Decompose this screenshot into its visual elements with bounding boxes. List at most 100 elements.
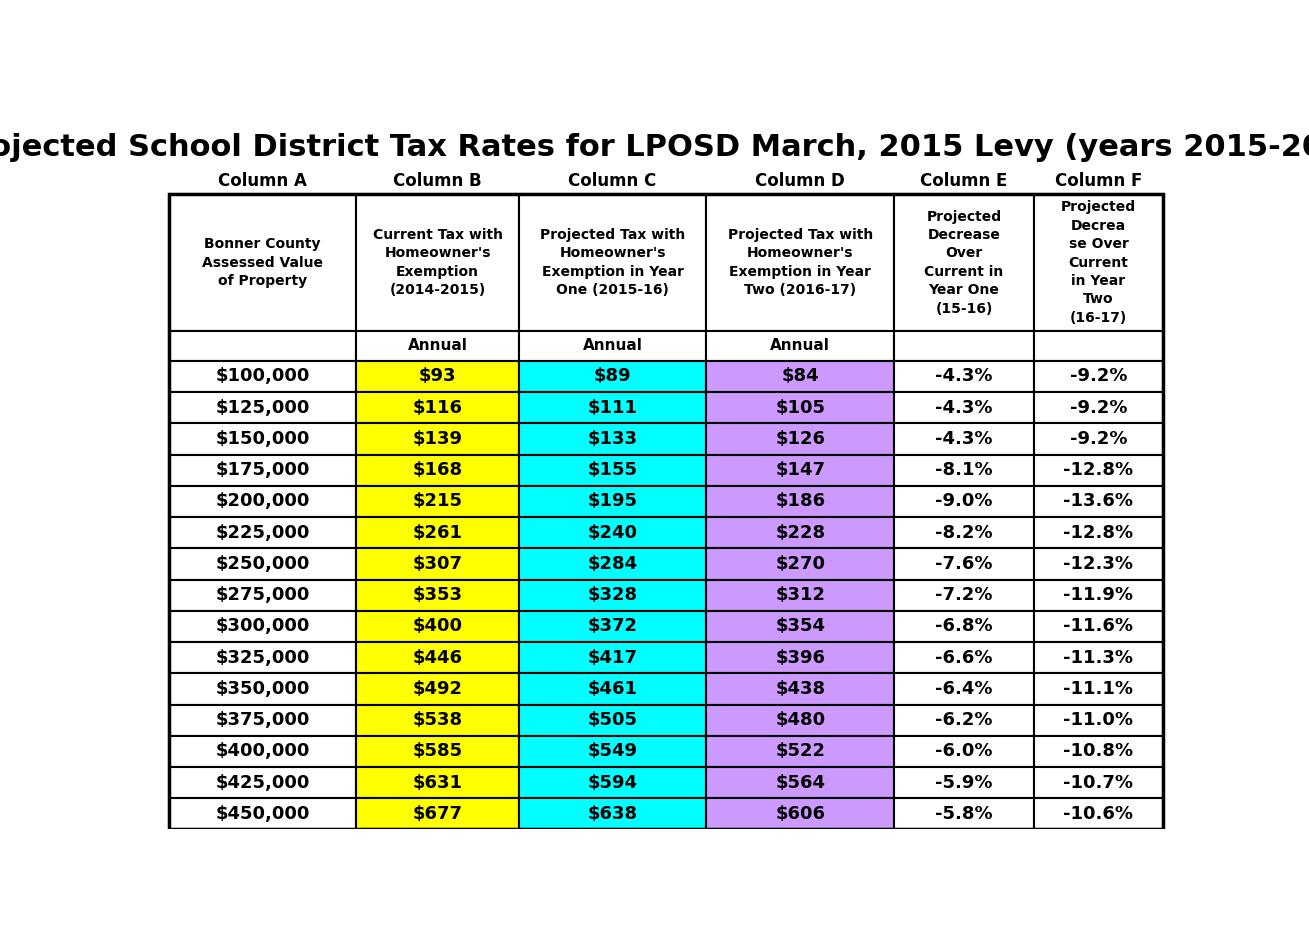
Text: -6.4%: -6.4% [936,680,992,698]
Text: $631: $631 [412,774,462,791]
Bar [356,455,518,486]
Bar [707,517,894,548]
Text: -11.6%: -11.6% [1063,617,1134,636]
Bar [518,361,707,392]
Bar [894,673,1034,705]
Text: $175,000: $175,000 [216,461,310,479]
Bar [518,705,707,735]
Bar [1034,580,1162,610]
Bar [356,673,518,705]
Text: $139: $139 [412,430,462,448]
Text: $200,000: $200,000 [216,492,310,511]
Bar [518,331,707,361]
Bar [894,767,1034,798]
Bar [169,798,356,829]
Text: -6.8%: -6.8% [935,617,992,636]
Bar [356,580,518,610]
Bar [1034,517,1162,548]
Text: $400,000: $400,000 [216,743,310,761]
Text: Current Tax with
Homeowner's
Exemption
(2014-2015): Current Tax with Homeowner's Exemption (… [373,228,503,297]
Text: $492: $492 [412,680,462,698]
Text: $116: $116 [412,399,462,417]
Bar [707,486,894,517]
Bar [894,486,1034,517]
Bar [707,195,894,331]
Bar [169,195,1162,829]
Text: $461: $461 [588,680,637,698]
Text: -12.3%: -12.3% [1063,555,1134,573]
Bar [518,548,707,580]
Bar [356,486,518,517]
Text: Projected
Decrease
Over
Current in
Year One
(15-16): Projected Decrease Over Current in Year … [924,210,1004,316]
Bar [169,423,356,455]
Bar [894,455,1034,486]
Bar [518,486,707,517]
Text: Projected Tax with
Homeowner's
Exemption in Year
Two (2016-17): Projected Tax with Homeowner's Exemption… [728,228,873,297]
Text: -11.9%: -11.9% [1063,586,1134,604]
Text: $446: $446 [412,649,462,666]
Text: Annual: Annual [770,338,830,353]
Bar [894,517,1034,548]
Text: $353: $353 [412,586,462,604]
Bar [169,735,356,767]
Bar [707,548,894,580]
Text: $89: $89 [594,367,631,386]
Text: -10.6%: -10.6% [1063,805,1134,823]
Text: -8.1%: -8.1% [935,461,992,479]
Bar [356,392,518,423]
Text: $261: $261 [412,524,462,541]
Text: $150,000: $150,000 [216,430,310,448]
Bar [1034,361,1162,392]
Bar [518,642,707,673]
Text: Annual: Annual [583,338,643,353]
Text: -9.2%: -9.2% [1069,367,1127,386]
Text: $215: $215 [412,492,462,511]
Text: Projected Tax with
Homeowner's
Exemption in Year
One (2015-16): Projected Tax with Homeowner's Exemption… [539,228,685,297]
Bar [1034,392,1162,423]
Bar [1034,548,1162,580]
Text: $328: $328 [588,586,637,604]
Bar [169,392,356,423]
Text: Column A: Column A [219,171,308,190]
Bar [1034,610,1162,642]
Bar [356,735,518,767]
Text: $250,000: $250,000 [216,555,310,573]
Text: -6.6%: -6.6% [936,649,992,666]
Text: -4.3%: -4.3% [936,399,992,417]
Text: -4.3%: -4.3% [936,430,992,448]
Bar [356,548,518,580]
Text: Column D: Column D [755,171,846,190]
Text: -6.0%: -6.0% [936,743,992,761]
Bar [894,705,1034,735]
Text: Column C: Column C [568,171,657,190]
Bar [1034,673,1162,705]
Text: -7.2%: -7.2% [936,586,992,604]
Text: $195: $195 [588,492,637,511]
Bar [356,361,518,392]
Text: $594: $594 [588,774,637,791]
Bar [518,767,707,798]
Bar [356,767,518,798]
Bar [1034,735,1162,767]
Text: $270: $270 [775,555,825,573]
Bar [169,455,356,486]
Bar [356,423,518,455]
Text: $312: $312 [775,586,825,604]
Text: $372: $372 [588,617,637,636]
Bar [707,705,894,735]
Bar [1034,705,1162,735]
Text: Bonner County
Assessed Value
of Property: Bonner County Assessed Value of Property [202,237,323,288]
Bar [356,798,518,829]
Bar [518,423,707,455]
Bar [894,423,1034,455]
Bar [169,195,356,331]
Bar [1034,423,1162,455]
Bar [1034,195,1162,331]
Text: -6.2%: -6.2% [936,711,992,729]
Bar [169,610,356,642]
Bar [169,548,356,580]
Bar [169,331,356,361]
Text: -9.2%: -9.2% [1069,430,1127,448]
Bar [169,705,356,735]
Text: $126: $126 [775,430,825,448]
